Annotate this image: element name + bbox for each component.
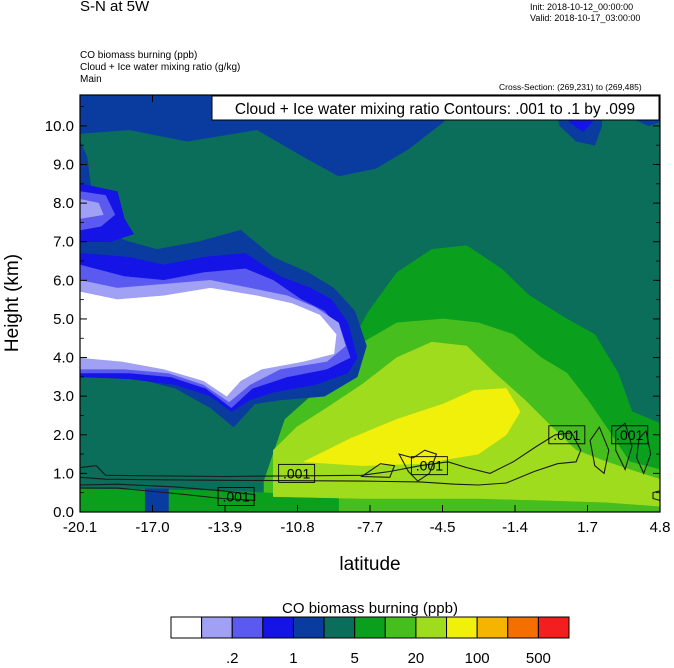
colorbar-title: CO biomass burning (ppb): [282, 600, 458, 617]
field-label-co: CO biomass burning (ppb): [80, 50, 198, 61]
contour-label-2: .001: [410, 456, 448, 476]
x-tick-label: -17.0: [135, 519, 169, 536]
plot-title: S-N at 5W: [80, 0, 150, 15]
colorbar-swatch: [231, 616, 264, 639]
contour-label-text: .001: [283, 465, 310, 481]
contour-label-4: .001: [611, 425, 649, 445]
colorbar-swatch: [201, 616, 233, 639]
y-tick-label: 2.0: [53, 427, 74, 444]
x-tick-label: -7.7: [357, 519, 383, 536]
contour-labels: .001 .001 .001 .001 .001: [217, 425, 649, 507]
y-tick-label: 7.0: [53, 234, 74, 251]
y-axis-label: Height (km): [2, 254, 23, 352]
contour-line-5: [615, 422, 633, 472]
contour-line-3: [360, 463, 396, 478]
colorbar-tick-label: 5: [351, 650, 359, 667]
contour-label-box: [410, 456, 448, 476]
contour-label-box: [611, 425, 649, 445]
axis-ticks: -20.1 -17.0 -13.9 -10.8 -7.7 -4.5 -1.4 1.7 4.8 0.…: [45, 95, 671, 536]
colorbar-swatch: [415, 616, 448, 639]
x-tick-label: -13.9: [208, 519, 242, 536]
contour-title-box: [211, 95, 660, 121]
colorbar-tick-label: .2: [226, 650, 239, 667]
cross-section-label: Cross-Section: (269,231) to (269,485): [499, 82, 642, 92]
contour-label-3: .001: [548, 425, 586, 445]
colorbar-tick-label: 1: [289, 650, 297, 667]
contour-line-0: [80, 432, 582, 486]
x-tick-label: -1.4: [502, 519, 528, 536]
contour-label-text: .001: [616, 427, 643, 443]
colorbar-swatch: [262, 616, 294, 639]
heatmap-region-12: [80, 287, 337, 397]
y-tick-label: 3.0: [53, 388, 74, 405]
y-tick-label: 10.0: [45, 118, 74, 135]
colorbar-swatch: [446, 616, 478, 639]
colorbar-tick-label: 20: [408, 650, 425, 667]
y-tick-label: 4.0: [53, 350, 74, 367]
x-tick-label: 4.8: [650, 519, 671, 536]
colorbar: .2 1 5 20 100 500: [170, 616, 570, 667]
heatmap-region-19: [144, 488, 169, 512]
field-label-cloud: Cloud + Ice water mixing ratio (g/kg): [80, 62, 241, 73]
y-tick-label: 6.0: [53, 272, 74, 289]
contour-label-0: .001: [217, 487, 255, 507]
colorbar-swatch: [323, 616, 356, 639]
x-tick-label: -20.1: [63, 519, 97, 536]
heatmap-fill: [80, 95, 660, 512]
x-tick-label: -4.5: [430, 519, 456, 536]
colorbar-swatch: [476, 616, 509, 639]
contour-line-6: [636, 429, 652, 475]
init-time: Init: 2018-10-12_00:00:00 Valid: 2018-10…: [530, 2, 640, 24]
y-tick-label: 9.0: [53, 157, 74, 174]
init-time-label: Init: 2018-10-12_00:00:00: [530, 2, 634, 12]
contour-line-7: [652, 490, 660, 501]
contour-label-box: [278, 463, 316, 483]
colorbar-swatch: [354, 616, 386, 639]
y-tick-label: 1.0: [53, 465, 74, 482]
heatmap-region-5: [302, 388, 521, 466]
colorbar-tick-label: 100: [465, 650, 490, 667]
colorbar-tick-label: 500: [526, 650, 551, 667]
x-tick-label: 1.7: [577, 519, 598, 536]
contour-line-4: [589, 425, 610, 475]
contour-label-text: .001: [553, 427, 580, 443]
colorbar-swatch: [507, 616, 539, 639]
colorbar-swatch: [292, 616, 325, 639]
valid-time-label: Valid: 2018-10-17_03:00:00: [530, 13, 641, 23]
contour-label-box: [548, 425, 586, 445]
y-tick-label: 5.0: [53, 311, 74, 328]
colorbar-swatch: [537, 616, 570, 639]
x-tick-label: -10.8: [280, 519, 314, 536]
contour-lines: [80, 422, 660, 501]
field-label-main: Main: [80, 74, 102, 85]
y-tick-label: 0.0: [53, 504, 74, 521]
colorbar-swatch: [384, 616, 417, 639]
contour-title: Cloud + Ice water mixing ratio Contours:…: [235, 101, 635, 118]
colorbar-swatch: [170, 616, 203, 639]
heatmap-region-15: [80, 199, 104, 219]
y-tick-label: 8.0: [53, 195, 74, 212]
contour-label-1: .001: [278, 463, 316, 483]
contour-line-1: [80, 483, 256, 501]
contour-label-box: [217, 487, 255, 507]
contour-label-text: .001: [222, 489, 249, 505]
x-axis-label: latitude: [339, 554, 400, 575]
contour-label-text: .001: [416, 458, 443, 474]
